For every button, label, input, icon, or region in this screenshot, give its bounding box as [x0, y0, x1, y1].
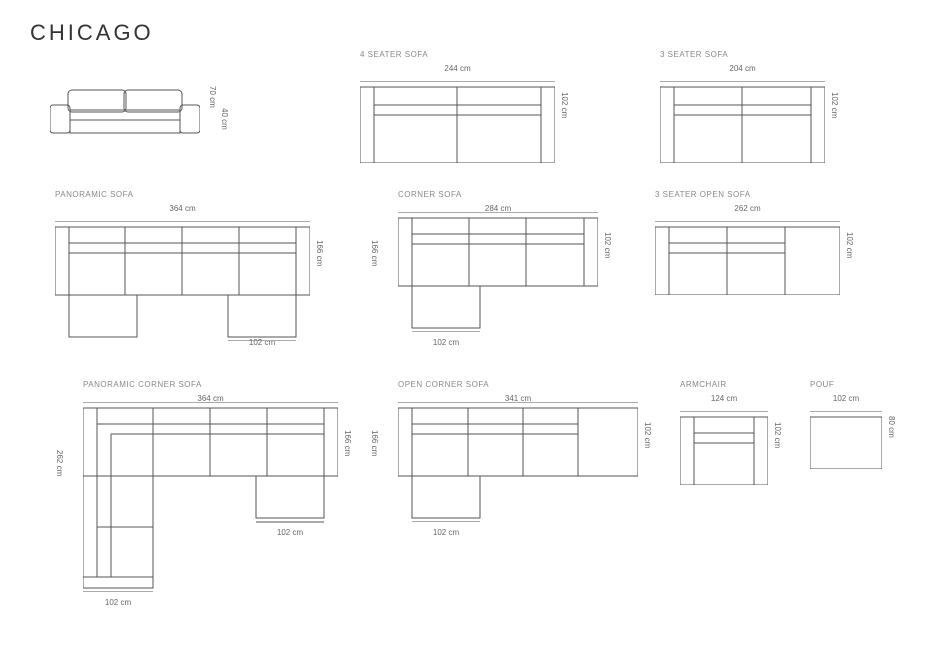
armchair-block: ARMCHAIR 124 cm 102 cm: [680, 380, 768, 485]
pouf-w: 102 cm: [810, 394, 882, 403]
front-seat-h: 40 cm: [220, 108, 229, 130]
seater3-d: 102 cm: [830, 92, 839, 118]
panoramic-chaise: 102 cm: [228, 338, 296, 347]
open3-block: 3 SEATER OPEN SOFA 262 cm 102 cm: [655, 190, 840, 295]
open-corner-dl: 166 cm: [370, 430, 379, 456]
open-corner-block: OPEN CORNER SOFA 341 cm 166 cm 102 cm 10…: [370, 380, 638, 522]
pan-corner-chaise-b: 102 cm: [83, 598, 153, 607]
panoramic-svg: [55, 221, 310, 341]
pouf-d: 80 cm: [887, 416, 896, 438]
pan-corner-dr: 166 cm: [343, 430, 352, 456]
open3-w: 262 cm: [655, 204, 840, 213]
corner-dl: 166 cm: [370, 240, 379, 266]
pan-corner-w: 364 cm: [83, 394, 338, 403]
open3-d: 102 cm: [845, 232, 854, 258]
seater3-w: 204 cm: [660, 64, 825, 73]
panoramic-d: 166 cm: [315, 240, 324, 266]
panoramic-label: PANORAMIC SOFA: [55, 190, 310, 199]
corner-svg: [398, 212, 598, 332]
corner-dr: 102 cm: [603, 232, 612, 258]
seater4-label: 4 SEATER SOFA: [360, 50, 555, 59]
open-corner-dr: 102 cm: [643, 422, 652, 448]
armchair-svg: [680, 411, 768, 485]
seater4-svg: [360, 81, 555, 163]
pan-corner-block: PANORAMIC CORNER SOFA 364 cm 262 cm 166 …: [55, 380, 338, 592]
open-corner-label: OPEN CORNER SOFA: [398, 380, 489, 389]
seater3-label: 3 SEATER SOFA: [660, 50, 825, 59]
front-view-block: 70 cm 40 cm: [50, 80, 200, 135]
armchair-d: 102 cm: [773, 422, 782, 448]
pan-corner-label: PANORAMIC CORNER SOFA: [83, 380, 202, 389]
open-corner-chaise: 102 cm: [412, 528, 480, 537]
panoramic-block: PANORAMIC SOFA 364 cm 166 cm 102 cm: [55, 190, 310, 341]
open3-label: 3 SEATER OPEN SOFA: [655, 190, 840, 199]
pouf-label: POUF: [810, 380, 882, 389]
open-corner-w: 341 cm: [398, 394, 638, 403]
corner-chaise: 102 cm: [412, 338, 480, 347]
pan-corner-chaise-r: 102 cm: [256, 528, 324, 537]
corner-w: 284 cm: [398, 204, 598, 213]
corner-block: CORNER SOFA 284 cm 166 cm 102 cm 102 cm: [370, 190, 598, 332]
pan-corner-dl: 262 cm: [55, 450, 64, 476]
front-height: 70 cm: [208, 86, 217, 108]
seater4-block: 4 SEATER SOFA 244 cm 102 cm: [360, 50, 555, 163]
pouf-block: POUF 102 cm 80 cm: [810, 380, 882, 469]
seater4-d: 102 cm: [560, 92, 569, 118]
corner-label: CORNER SOFA: [398, 190, 462, 199]
armchair-label: ARMCHAIR: [680, 380, 768, 389]
seater4-w: 244 cm: [360, 64, 555, 73]
seater3-svg: [660, 81, 825, 163]
open-corner-svg: [398, 402, 638, 522]
open3-svg: [655, 221, 840, 295]
pan-corner-svg: [83, 402, 338, 592]
seater3-block: 3 SEATER SOFA 204 cm 102 cm: [660, 50, 825, 163]
panoramic-w: 364 cm: [55, 204, 310, 213]
page-title: CHICAGO: [30, 20, 910, 46]
armchair-w: 124 cm: [680, 394, 768, 403]
pouf-svg: [810, 411, 882, 469]
front-view-svg: [50, 80, 200, 135]
